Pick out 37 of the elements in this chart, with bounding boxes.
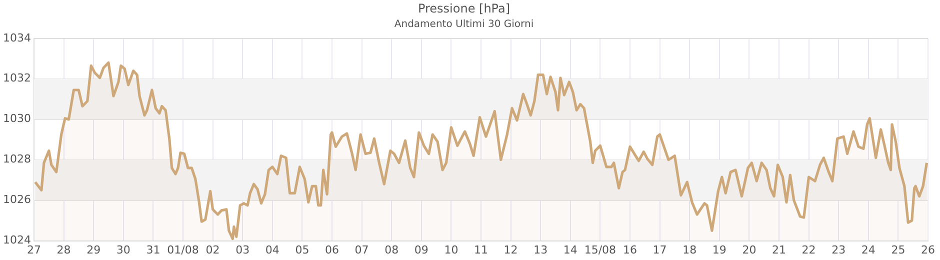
x-tick-label: 19: [712, 243, 726, 256]
chart-title: Pressione [hPa]: [418, 1, 510, 16]
x-tick-label: 26: [921, 243, 935, 256]
x-tick-label: 24: [861, 243, 876, 256]
x-tick-label: 18: [682, 243, 697, 256]
y-tick-label: 1026: [2, 193, 31, 206]
x-tick-label: 03: [236, 243, 250, 256]
x-tick-label: 15/08: [584, 243, 616, 256]
x-tick-label: 25: [891, 243, 906, 256]
x-tick-label: 10: [444, 243, 458, 256]
x-tick-label: 01/08: [167, 243, 199, 256]
x-tick-label: 06: [324, 243, 339, 256]
x-tick-label: 14: [563, 243, 578, 256]
y-tick-label: 1030: [2, 112, 31, 126]
x-tick-label: 31: [146, 243, 160, 256]
x-tick-label: 22: [802, 243, 816, 256]
x-tick-label: 29: [86, 243, 101, 256]
x-tick-label: 30: [116, 243, 130, 256]
x-tick-label: 13: [534, 243, 548, 256]
x-tick-label: 17: [652, 243, 667, 256]
x-tick-label: 11: [474, 243, 488, 256]
x-tick-label: 02: [206, 243, 220, 256]
x-tick-label: 20: [742, 243, 756, 256]
y-tick-label: 1034: [2, 31, 31, 44]
chart-subtitle: Andamento Ultimi 30 Giorni: [394, 18, 534, 30]
x-tick-label: 08: [384, 243, 399, 256]
x-tick-label: 16: [623, 243, 637, 256]
x-tick-label: 12: [504, 243, 518, 256]
y-tick-label: 1032: [2, 72, 31, 85]
x-tick-label: 09: [414, 243, 428, 256]
y-tick-label: 1028: [2, 152, 31, 166]
x-tick-label: 23: [832, 243, 846, 256]
x-tick-label: 21: [772, 243, 786, 256]
x-tick-label: 04: [265, 243, 280, 256]
x-tick-label: 07: [354, 243, 369, 256]
x-tick-label: 05: [295, 243, 310, 256]
x-tick-label: 28: [56, 243, 71, 256]
